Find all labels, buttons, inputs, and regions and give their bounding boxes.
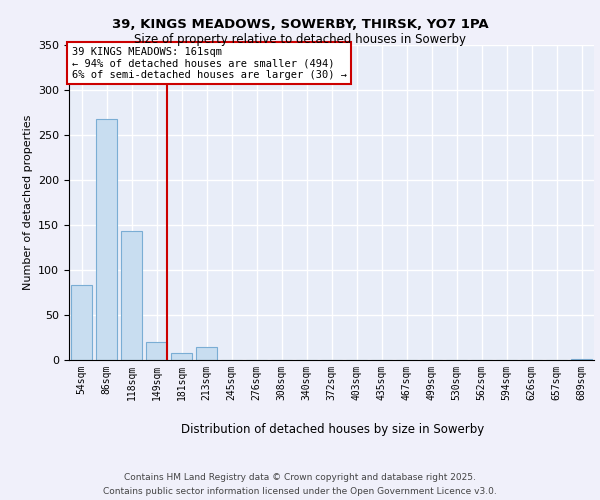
Bar — [121, 232, 142, 360]
Bar — [71, 286, 92, 360]
Text: Contains public sector information licensed under the Open Government Licence v3: Contains public sector information licen… — [103, 488, 497, 496]
Text: Size of property relative to detached houses in Sowerby: Size of property relative to detached ho… — [134, 32, 466, 46]
Y-axis label: Number of detached properties: Number of detached properties — [23, 115, 32, 290]
Bar — [146, 342, 167, 360]
Text: 39 KINGS MEADOWS: 161sqm
← 94% of detached houses are smaller (494)
6% of semi-d: 39 KINGS MEADOWS: 161sqm ← 94% of detach… — [71, 46, 347, 80]
Bar — [96, 119, 117, 360]
Text: 39, KINGS MEADOWS, SOWERBY, THIRSK, YO7 1PA: 39, KINGS MEADOWS, SOWERBY, THIRSK, YO7 … — [112, 18, 488, 30]
Bar — [171, 353, 192, 360]
Bar — [571, 359, 592, 360]
Text: Contains HM Land Registry data © Crown copyright and database right 2025.: Contains HM Land Registry data © Crown c… — [124, 472, 476, 482]
Bar — [196, 346, 217, 360]
Text: Distribution of detached houses by size in Sowerby: Distribution of detached houses by size … — [181, 422, 485, 436]
